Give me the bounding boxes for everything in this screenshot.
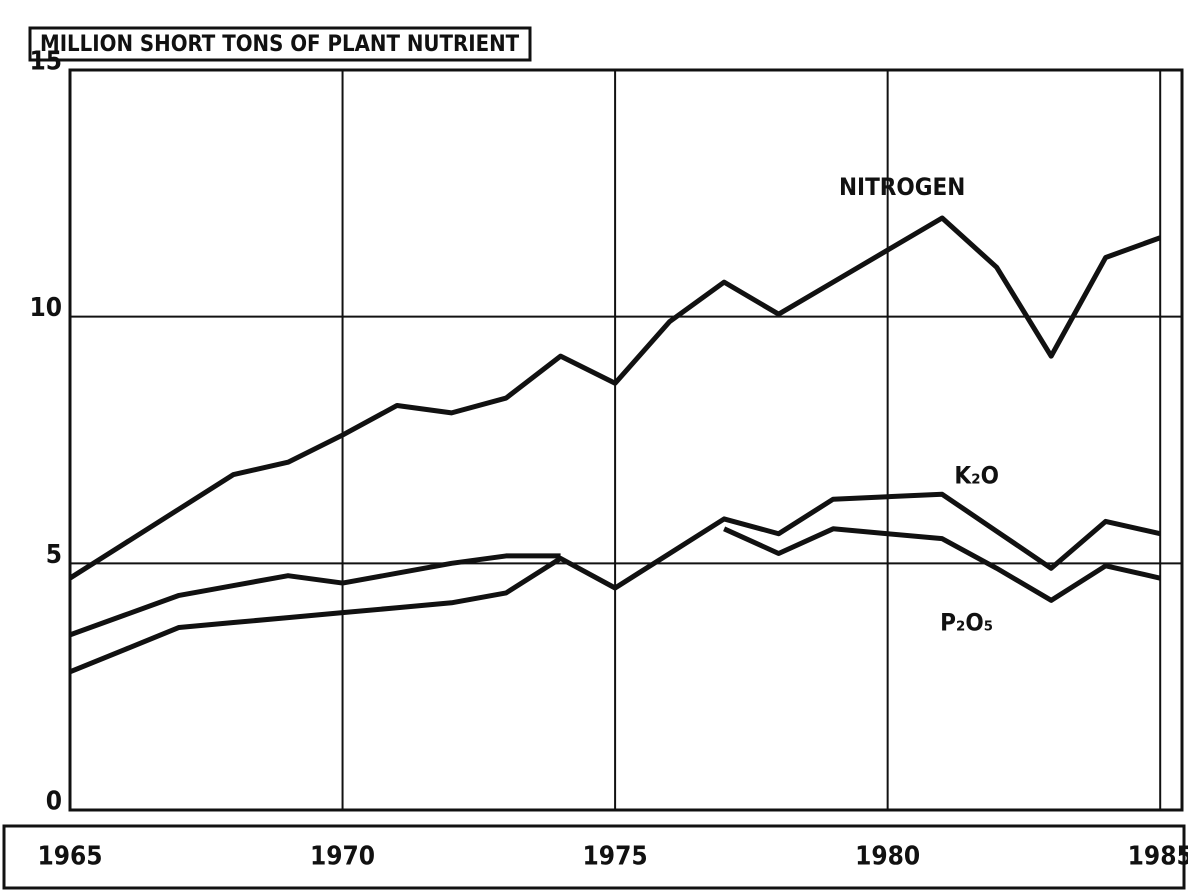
x-axis-band	[2, 824, 1186, 890]
y-tick-label: 15	[29, 47, 62, 77]
series-label: K₂O	[954, 461, 999, 489]
data-line	[69, 491, 1161, 675]
series-label: P₂O₅	[940, 608, 993, 636]
plot-frame	[68, 68, 1184, 812]
x-tick-label: 1970	[310, 842, 375, 872]
y-tick-label: 0	[46, 787, 62, 817]
y-tick-label: 5	[46, 540, 62, 570]
x-tick-label: 1985	[1128, 842, 1188, 872]
y-tick-label: 10	[29, 293, 62, 323]
data-line	[69, 526, 1161, 638]
data-line	[68, 215, 1162, 581]
chart-title: MILLION SHORT TONS OF PLANT NUTRIENT	[40, 32, 520, 57]
x-tick-label: 1975	[583, 842, 648, 872]
title-box	[28, 26, 532, 62]
x-tick-label: 1980	[855, 842, 920, 872]
x-tick-label: 1965	[37, 842, 102, 872]
series-label: NITROGEN	[839, 173, 965, 201]
